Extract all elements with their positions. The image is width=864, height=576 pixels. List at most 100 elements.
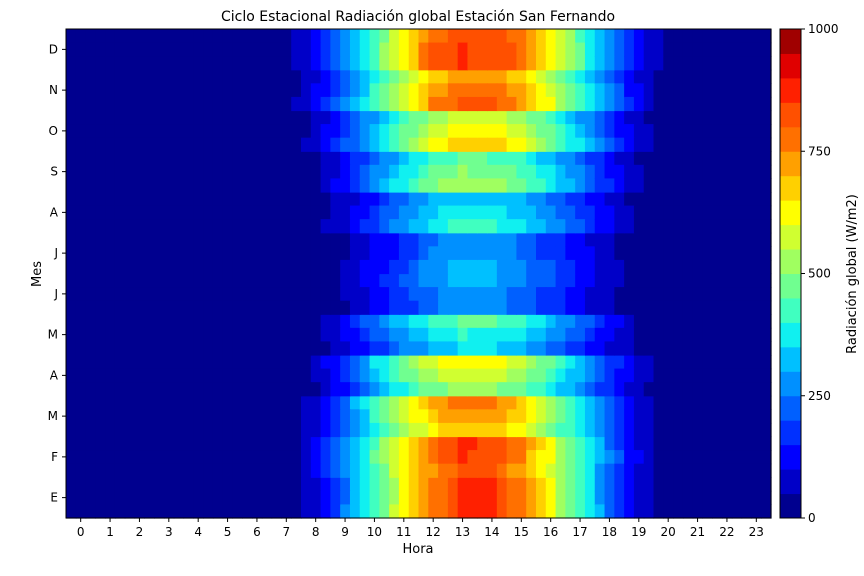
heatmap-cell (467, 477, 478, 492)
heatmap-cell (526, 327, 537, 343)
heatmap-cell (252, 56, 263, 71)
heatmap-cell (183, 273, 194, 288)
heatmap-cell (487, 83, 498, 98)
heatmap-cell (193, 450, 204, 465)
heatmap-cell (271, 463, 283, 478)
heatmap-cell (584, 69, 596, 84)
heatmap-cell (379, 327, 390, 343)
heatmap-cell (85, 56, 96, 71)
heatmap-cell (673, 83, 684, 98)
heatmap-cell (663, 314, 674, 329)
heatmap-cell (663, 151, 674, 166)
heatmap-cell (144, 355, 155, 370)
heatmap-cell (369, 219, 380, 234)
heatmap-cell (487, 327, 498, 343)
heatmap-cell (761, 205, 772, 220)
heatmap-cell (144, 232, 155, 247)
heatmap-cell (487, 382, 498, 397)
heatmap-cell (624, 96, 635, 112)
heatmap-cell (359, 56, 371, 71)
heatmap-cell (193, 355, 204, 370)
heatmap-cell (526, 409, 537, 424)
heatmap-cell (154, 463, 165, 478)
heatmap-cell (506, 477, 518, 492)
heatmap-cell (516, 463, 527, 478)
heatmap-cell (154, 29, 165, 44)
heatmap-cell (271, 110, 283, 125)
heatmap-cell (438, 382, 449, 397)
heatmap-cell (320, 287, 331, 302)
heatmap-cell (643, 409, 655, 424)
heatmap-cell (516, 69, 527, 84)
heatmap-cell (183, 110, 194, 125)
heatmap-cell (222, 314, 234, 329)
heatmap-cell (379, 368, 390, 383)
heatmap-cell (261, 382, 273, 397)
heatmap-cell (66, 504, 77, 519)
heatmap-cell (761, 56, 772, 71)
heatmap-cell (526, 96, 537, 112)
heatmap-cell (291, 273, 302, 288)
heatmap-cell (467, 56, 478, 71)
heatmap-cell (291, 29, 302, 44)
heatmap-cell (565, 205, 576, 220)
heatmap-cell (173, 110, 185, 125)
heatmap-cell (85, 110, 96, 125)
heatmap-cell (536, 205, 547, 220)
heatmap-cell (663, 192, 674, 207)
heatmap-cell (604, 490, 615, 506)
heatmap-cell (379, 314, 390, 329)
heatmap-cell (438, 300, 449, 315)
heatmap-cell (731, 436, 743, 451)
heatmap-cell (447, 246, 459, 261)
heatmap-cell (193, 409, 204, 424)
heatmap-cell (261, 422, 273, 438)
heatmap-cell (389, 287, 400, 302)
heatmap-cell (349, 56, 361, 71)
heatmap-cell (261, 178, 273, 193)
heatmap-cell (633, 164, 645, 180)
heatmap-cell (447, 164, 459, 180)
heatmap-cell (242, 422, 253, 438)
heatmap-cell (633, 29, 645, 44)
heatmap-cell (604, 124, 615, 139)
heatmap-cell (232, 355, 243, 370)
heatmap-cell (398, 246, 410, 261)
heatmap-cell (340, 300, 351, 315)
heatmap-cell (369, 110, 380, 125)
heatmap-cell (310, 314, 322, 329)
heatmap-cell (212, 273, 224, 288)
heatmap-cell (301, 56, 312, 71)
x-tick-label: 7 (282, 525, 290, 539)
heatmap-cell (95, 382, 106, 397)
heatmap-cell (663, 409, 674, 424)
heatmap-cell (673, 259, 684, 275)
heatmap-cell (261, 314, 273, 329)
heatmap-cell (516, 29, 527, 44)
heatmap-cell (203, 327, 214, 343)
heatmap-cell (741, 178, 753, 193)
heatmap-cell (340, 463, 351, 478)
heatmap-cell (584, 42, 596, 57)
heatmap-cell (222, 409, 234, 424)
heatmap-cell (134, 273, 145, 288)
heatmap-cell (232, 422, 243, 438)
heatmap-cell (506, 422, 518, 438)
heatmap-cell (212, 232, 224, 247)
heatmap-cell (173, 327, 185, 343)
heatmap-cell (124, 504, 136, 519)
heatmap-cell (526, 246, 537, 261)
heatmap-cell (457, 287, 469, 302)
colorbar-segment (780, 200, 801, 226)
heatmap-cell (604, 368, 615, 383)
heatmap-cell (506, 382, 518, 397)
heatmap-cell (467, 42, 478, 57)
heatmap-cell (722, 368, 733, 383)
heatmap-cell (330, 151, 341, 166)
heatmap-cell (526, 300, 537, 315)
heatmap-cell (731, 96, 743, 112)
heatmap-cell (85, 409, 96, 424)
heatmap-cell (222, 450, 234, 465)
heatmap-cell (438, 246, 449, 261)
heatmap-cell (477, 273, 488, 288)
